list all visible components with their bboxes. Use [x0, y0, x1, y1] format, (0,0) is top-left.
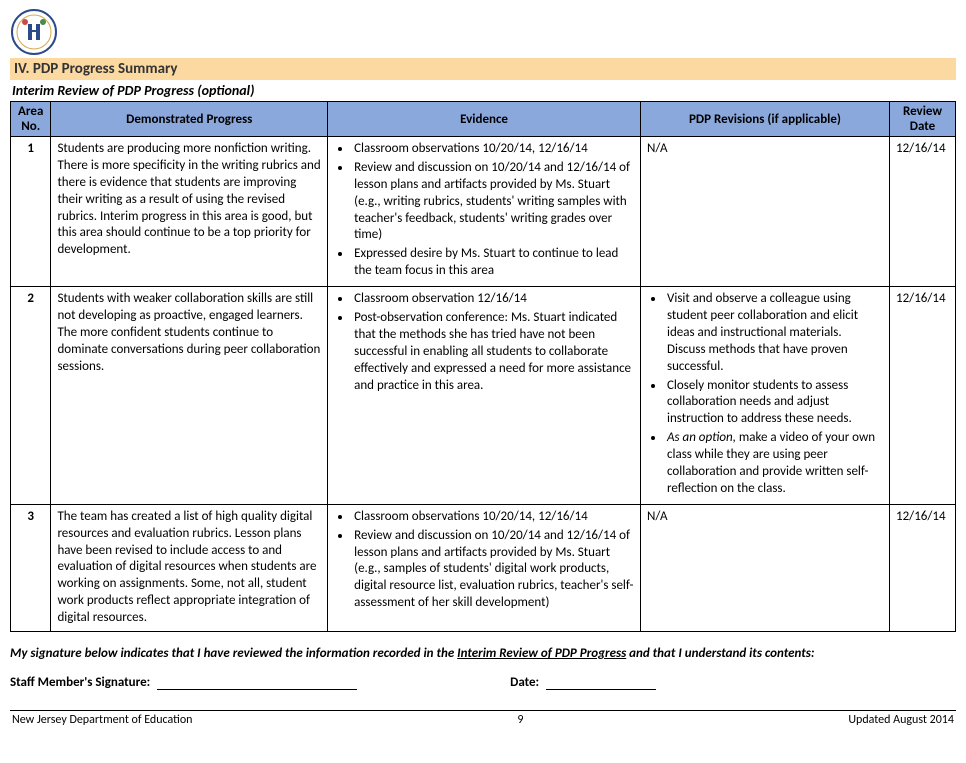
sig-statement-pre: My signature below indicates that I have… — [10, 646, 457, 661]
evidence-item: Classroom observations 10/20/14, 12/16/1… — [352, 141, 634, 158]
cell-progress: Students with weaker collaboration skill… — [51, 287, 328, 505]
footer-left: New Jersey Department of Education — [12, 713, 192, 727]
evidence-item: Review and discussion on 10/20/14 and 12… — [352, 160, 634, 244]
sig-member-label: Staff Member's Signature: — [10, 675, 150, 690]
header-date: Review Date — [890, 102, 956, 137]
cell-revisions: N/A — [640, 137, 889, 287]
evidence-item: Classroom observations 10/20/14, 12/16/1… — [352, 509, 634, 526]
sig-statement-underline: Interim Review of PDP Progress — [457, 646, 626, 661]
header-evidence: Evidence — [328, 102, 641, 137]
cell-review-date: 12/16/14 — [890, 287, 956, 505]
cell-evidence: Classroom observations 10/20/14, 12/16/1… — [328, 137, 641, 287]
evidence-item: Review and discussion on 10/20/14 and 12… — [352, 528, 634, 612]
signature-statement: My signature below indicates that I have… — [10, 646, 956, 661]
header-progress: Demonstrated Progress — [51, 102, 328, 137]
cell-evidence: Classroom observation 12/16/14 Post-obser… — [328, 287, 641, 505]
table-row: 1Students are producing more nonfiction … — [11, 137, 956, 287]
cell-review-date: 12/16/14 — [890, 504, 956, 631]
progress-summary-table: Area No. Demonstrated Progress Evidence … — [10, 101, 956, 632]
table-row: 3The team has created a list of high qua… — [11, 504, 956, 631]
footer-right: Updated August 2014 — [848, 713, 954, 727]
cell-evidence: Classroom observations 10/20/14, 12/16/1… — [328, 504, 641, 631]
evidence-item: Classroom observation 12/16/14 — [352, 291, 634, 308]
header-revisions: PDP Revisions (if applicable) — [640, 102, 889, 137]
state-seal-logo — [10, 8, 58, 56]
section-title: IV. PDP Progress Summary — [10, 58, 956, 80]
evidence-item: Post-observation conference: Ms. Stuart … — [352, 310, 634, 394]
revision-item: As an option, make a video of your own c… — [665, 430, 883, 498]
cell-area-no: 1 — [11, 137, 51, 287]
cell-revisions: N/A — [640, 504, 889, 631]
sig-date-label: Date: — [510, 675, 539, 690]
cell-revisions: Visit and observe a colleague using stud… — [640, 287, 889, 505]
cell-area-no: 2 — [11, 287, 51, 505]
revision-item: Closely monitor students to assess colla… — [665, 378, 883, 429]
evidence-item: Expressed desire by Ms. Stuart to contin… — [352, 246, 634, 280]
cell-review-date: 12/16/14 — [890, 137, 956, 287]
header-area: Area No. — [11, 102, 51, 137]
sig-member-fill — [157, 689, 357, 690]
cell-progress: The team has created a list of high qual… — [51, 504, 328, 631]
section-subtitle: Interim Review of PDP Progress (optional… — [10, 80, 956, 101]
signature-line: Staff Member's Signature: Date: — [10, 675, 956, 690]
cell-area-no: 3 — [11, 504, 51, 631]
revision-item: Visit and observe a colleague using stud… — [665, 291, 883, 375]
sig-date-fill — [546, 689, 656, 690]
cell-progress: Students are producing more nonfiction w… — [51, 137, 328, 287]
footer-page-number: 9 — [517, 713, 523, 727]
page-footer: New Jersey Department of Education 9 Upd… — [10, 710, 956, 727]
table-row: 2Students with weaker collaboration skil… — [11, 287, 956, 505]
sig-statement-post: and that I understand its contents: — [626, 646, 814, 661]
